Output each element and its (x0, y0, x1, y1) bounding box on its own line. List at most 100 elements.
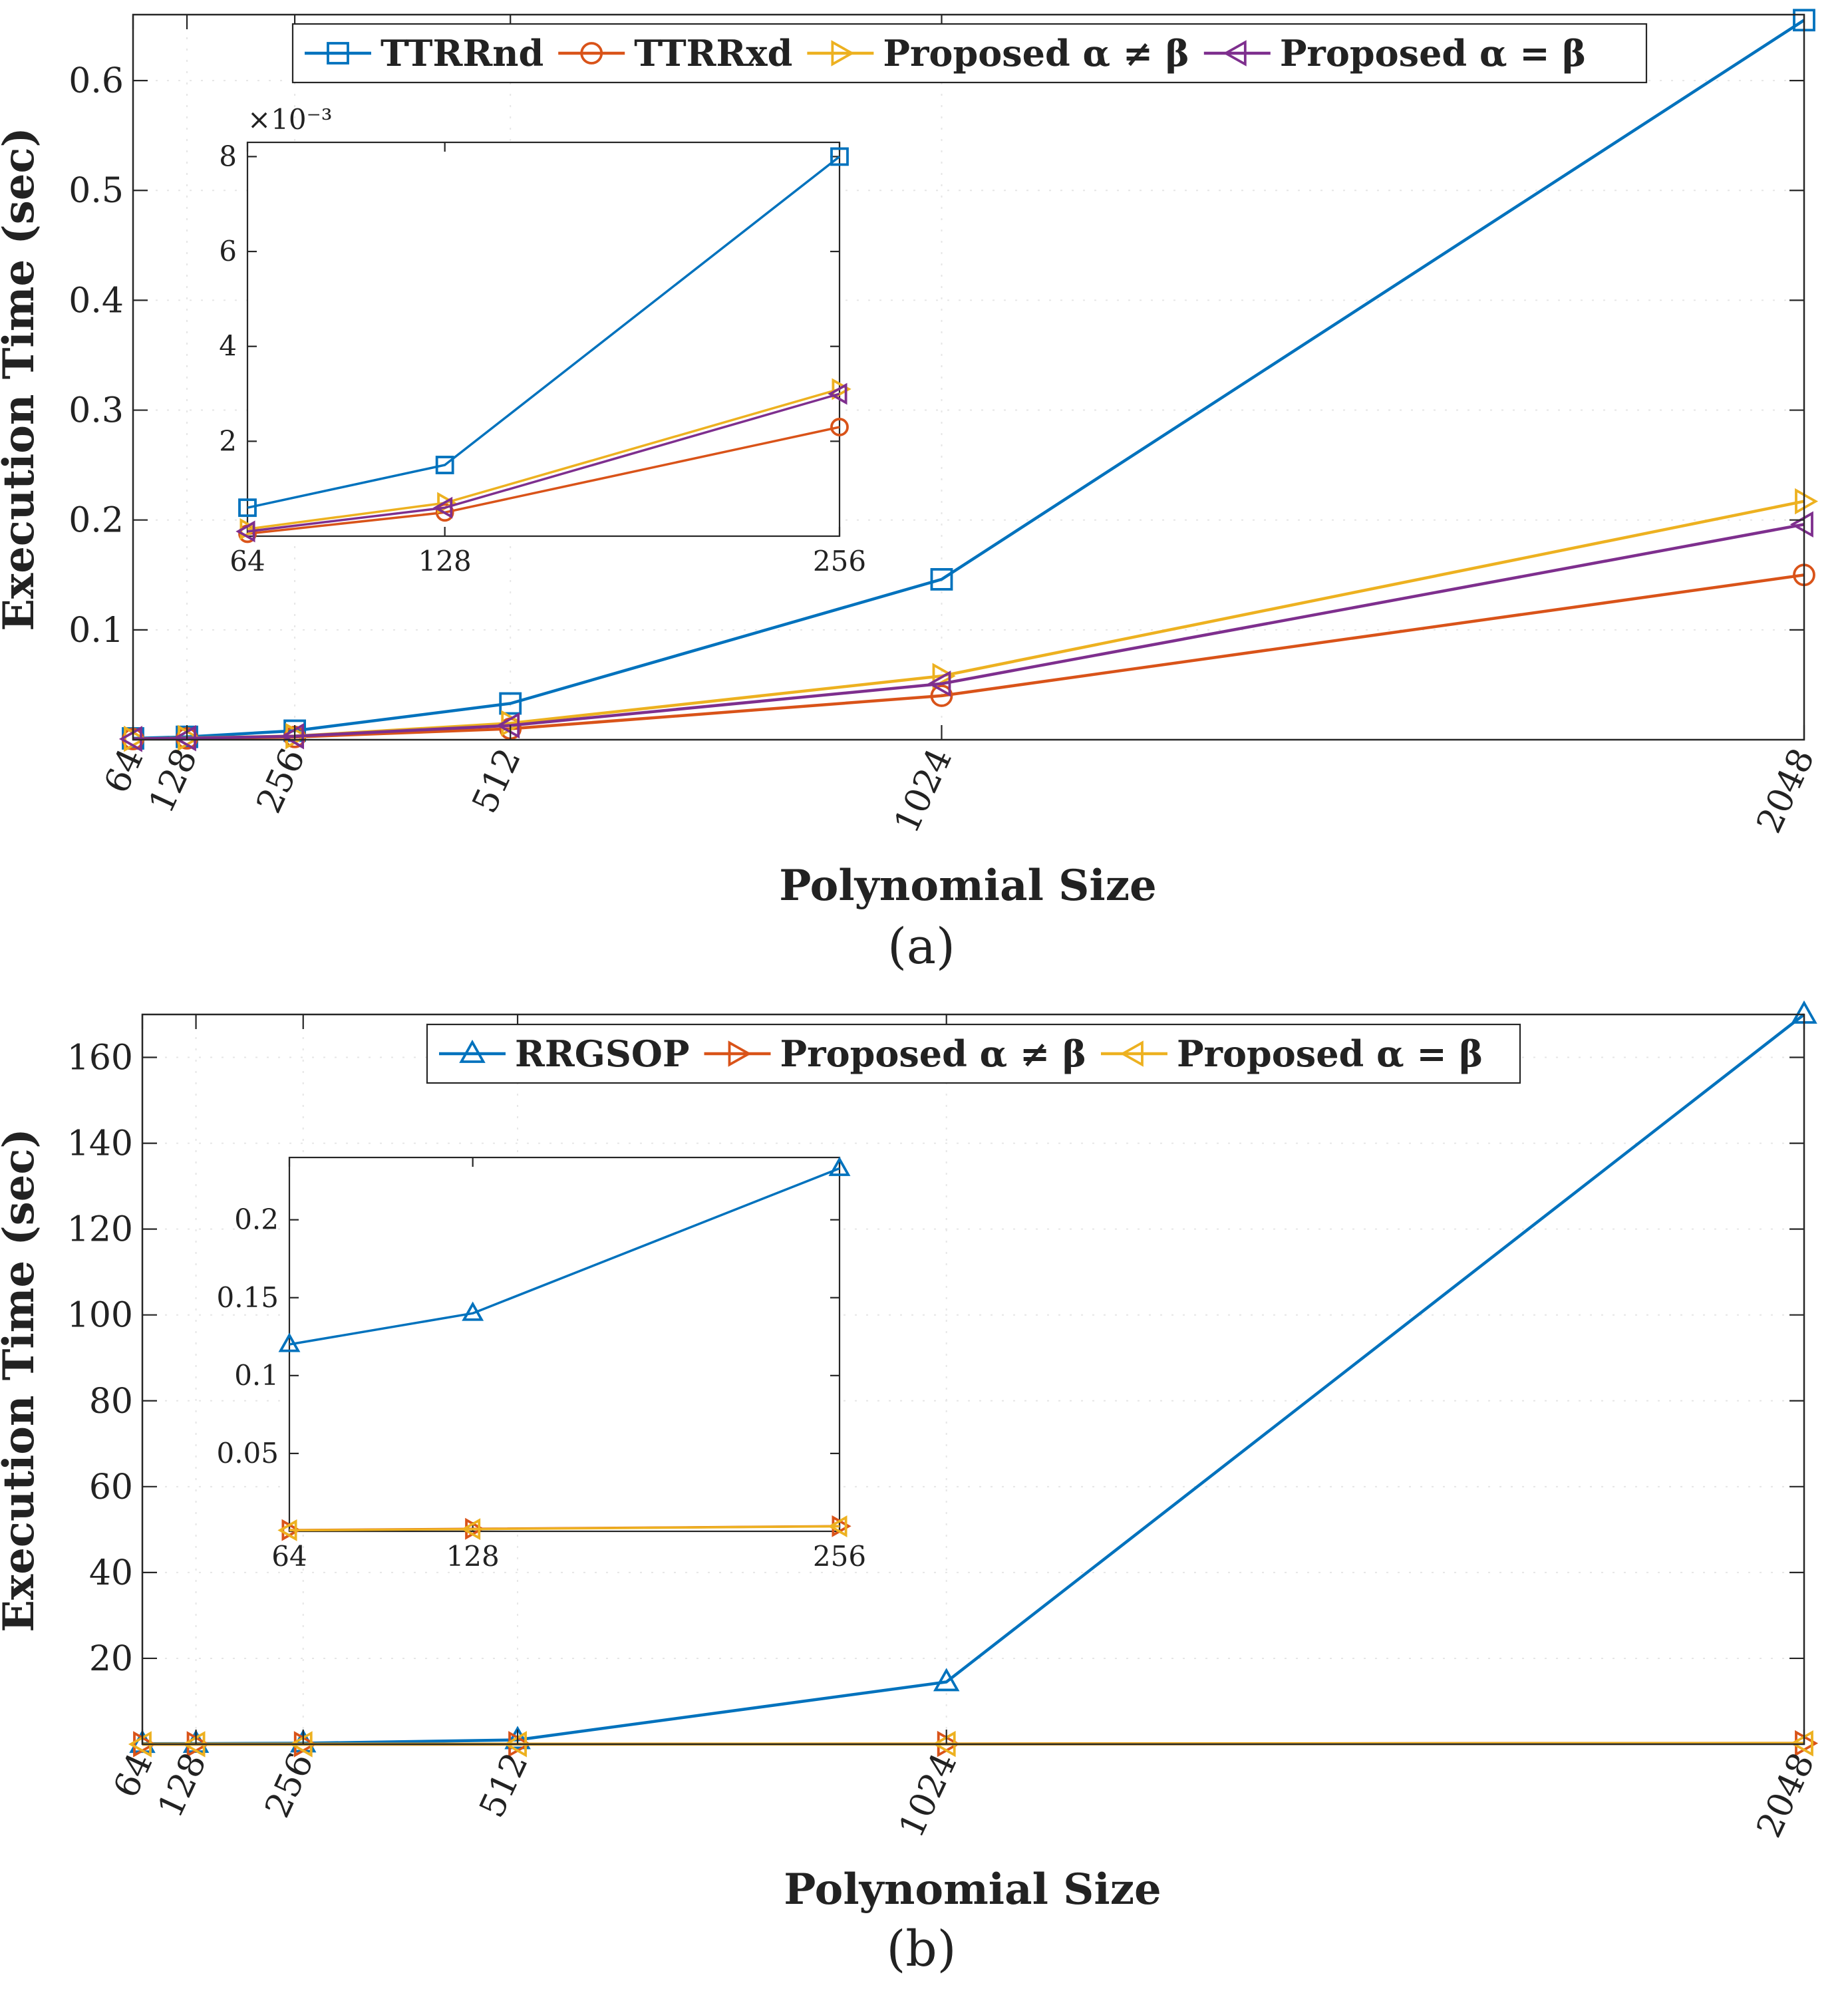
data-point (124, 725, 148, 752)
inset-y-tick-label: 0.2 (234, 1203, 279, 1236)
data-point (499, 692, 522, 715)
inset-data-point (828, 1515, 847, 1537)
data-point (133, 1731, 157, 1758)
legend-swatch-marker (728, 1040, 752, 1067)
inset-series-proposed-alpha-eq-beta (277, 1515, 847, 1541)
panel-label: (a) (887, 918, 955, 975)
legend-item-proposed-alpha-eq-beta: Proposed α = β (1100, 1032, 1483, 1075)
x-tick-label: 512 (465, 742, 529, 819)
y-tick-label: 60 (89, 1467, 133, 1507)
legend-label: TTRRnd (381, 32, 543, 75)
axes-frame (141, 1013, 1805, 1746)
inset-data-point (828, 382, 847, 405)
inset-data-point (432, 496, 453, 519)
inset-y-tick-label: 0.1 (234, 1359, 279, 1392)
inset-data-point (435, 503, 454, 522)
legend-swatch-marker (459, 1039, 486, 1063)
x-tick-label: 128 (150, 1747, 214, 1823)
inset-x-tick-label: 256 (813, 545, 866, 577)
legend-box (426, 1023, 1521, 1084)
y-tick-label: 0.5 (69, 171, 124, 211)
x-tick-label: 2048 (1749, 742, 1822, 839)
inset-data-point (435, 456, 454, 474)
y-tick-label: 80 (89, 1382, 133, 1422)
data-point (1789, 511, 1813, 538)
x-tick-label: 128 (141, 742, 205, 819)
inset-data-point (828, 1156, 851, 1176)
y-axis-title: Execution Time (sec) (0, 1128, 44, 1632)
legend-item-rrgsop: RRGSOP (439, 1032, 690, 1075)
inset-zoom: 2 4 6 8 64 128 256 ×10⁻³ (219, 103, 866, 577)
data-point (172, 724, 196, 752)
x-tick-label: 256 (249, 742, 313, 819)
y-tick-labels: 0.1 0.2 0.3 0.4 0.5 0.6 (69, 61, 124, 651)
inset-y-tick-label: 8 (219, 140, 237, 172)
inset-data-point (238, 498, 257, 518)
axes-frame (132, 13, 1805, 741)
data-point (496, 712, 520, 739)
legend-label: TTRRxd (634, 32, 792, 75)
legend-item-proposed-alpha-neq-beta: Proposed α ≠ β (807, 32, 1189, 75)
inset-data-point (277, 1519, 297, 1541)
legend-label: Proposed α = β (1177, 1032, 1483, 1075)
legend-label: Proposed α ≠ β (780, 1032, 1086, 1075)
legend-label: Proposed α = β (1280, 32, 1586, 75)
y-tick-label: 0.1 (69, 611, 124, 651)
legend: RRGSOP Proposed α ≠ β Proposed α = β (426, 1023, 1521, 1084)
inset-x-tick-label: 64 (230, 545, 265, 577)
data-point (932, 663, 956, 689)
inset-series-rrgsop (278, 1156, 851, 1352)
inset-y-tick-label: 2 (219, 424, 237, 457)
data-point (933, 1668, 960, 1692)
legend-label: Proposed α ≠ β (883, 32, 1189, 75)
inset-y-tick-label: 0.15 (216, 1281, 279, 1314)
legend-swatch-marker (1120, 1040, 1144, 1067)
data-point (927, 671, 951, 697)
data-point (504, 1726, 531, 1750)
inset-data-point (278, 1332, 301, 1352)
x-tick-label: 64 (106, 1747, 160, 1803)
y-tick-label: 20 (89, 1639, 133, 1679)
inset-x-tick-label: 64 (271, 1540, 307, 1573)
y-tick-label: 160 (67, 1038, 133, 1078)
y-tick-label: 0.2 (69, 501, 124, 541)
data-point (1789, 1730, 1813, 1757)
inset-data-point (235, 520, 255, 543)
inset-data-point (830, 147, 849, 166)
legend-swatch-marker (580, 42, 603, 65)
inset-series-ttrrnd (238, 147, 849, 518)
series-line (132, 523, 1805, 741)
legend-swatch-marker (327, 42, 349, 65)
inset-x-tick-label: 256 (813, 1540, 866, 1573)
tick-marks (132, 15, 1805, 740)
inset-series-line (289, 1525, 840, 1532)
inset-series-line (247, 156, 841, 509)
inset-data-point (830, 418, 849, 436)
series-proposed-alpha-eq-beta (118, 511, 1813, 752)
legend-swatch-marker (1223, 40, 1247, 67)
legend-item-ttrrnd: TTRRnd (305, 32, 543, 75)
data-point (283, 719, 306, 742)
inset-series-line (247, 392, 840, 533)
y-tick-label: 100 (67, 1296, 133, 1336)
legend-item-proposed-alpha-neq-beta: Proposed α ≠ β (704, 1032, 1086, 1075)
data-point (930, 567, 953, 591)
legend: TTRRnd TTRRxd Proposed α ≠ β Proposed α = β (291, 23, 1648, 84)
y-tick-label: 40 (89, 1553, 133, 1593)
x-axis-title: Polynomial Size (779, 861, 1157, 911)
inset-data-point (832, 378, 851, 400)
x-tick-label: 256 (257, 1747, 321, 1823)
inset-frame (288, 1156, 841, 1533)
tick-marks (141, 1014, 1805, 1744)
x-tick-label: 2048 (1749, 1747, 1822, 1843)
y-tick-label: 0.4 (69, 281, 124, 321)
y-axis-title: Execution Time (sec) (0, 127, 44, 631)
panel-label: (b) (886, 1920, 956, 1978)
legend-item-proposed-alpha-eq-beta: Proposed α = β (1203, 32, 1586, 75)
x-tick-label: 64 (96, 742, 151, 799)
inset-data-point (462, 1301, 484, 1321)
